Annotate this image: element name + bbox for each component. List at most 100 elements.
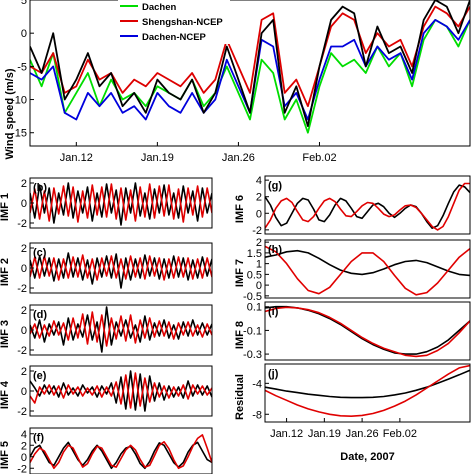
x-tick-label: Feb.02 [383, 428, 417, 440]
y-axis-label: IMF 7 [234, 259, 246, 287]
y-axis-label: Residual [234, 374, 246, 420]
y-tick-label: -0.5 [243, 291, 262, 303]
panel-frame [264, 239, 471, 299]
y-tick-label: 2 [21, 366, 27, 378]
panel-top [29, 0, 471, 147]
panel-c [29, 242, 213, 294]
y-tick-label: -2 [17, 218, 27, 230]
x-axis-label: Date, 2007 [340, 451, 394, 463]
panel-frame [29, 427, 213, 474]
y-tick-label: -0.1 [243, 325, 262, 337]
legend-label: Dachen [142, 2, 177, 13]
series-g-0 [265, 184, 470, 229]
series-e-0 [30, 370, 212, 412]
series-c-0 [30, 252, 212, 289]
y-axis-label: IMF 6 [234, 195, 246, 223]
series-j-0 [265, 369, 470, 399]
y-tick-label: 1 [256, 259, 262, 271]
panel-d [29, 304, 213, 356]
y-tick-label: 0.5 [247, 269, 262, 281]
y-tick-label: -8 [252, 409, 262, 421]
y-tick-label: -2 [17, 463, 27, 474]
panel-label: (h) [268, 244, 282, 256]
y-tick-label: 4 [256, 175, 262, 187]
series-d-1 [30, 311, 212, 347]
x-tick-label: Jan.12 [60, 152, 93, 164]
y-tick-label: 2 [256, 192, 262, 204]
panel-frame [264, 175, 471, 235]
y-tick-label: 0 [21, 325, 27, 337]
panel-j [264, 363, 471, 423]
panel-e [29, 365, 213, 417]
y-axis-label: IMF 8 [234, 321, 246, 349]
y-tick-label: 0 [21, 28, 27, 40]
panel-label: (i) [268, 306, 279, 318]
series-dachen [30, 18, 470, 134]
y-tick-label: 2 [21, 305, 27, 317]
panel-frame [264, 363, 471, 423]
y-tick-label: 0 [21, 452, 27, 464]
x-tick-label: Jan.26 [346, 428, 379, 440]
y-tick-label: -15 [11, 128, 27, 140]
series-f-0 [30, 441, 212, 470]
y-tick-label: 2 [21, 440, 27, 452]
y-tick-label: -2 [17, 345, 27, 357]
series-f-1 [30, 434, 212, 470]
y-tick-label: 0 [21, 263, 27, 275]
x-tick-label: Jan.12 [270, 428, 303, 440]
y-tick-label: -2 [17, 283, 27, 295]
y-tick-label: 2 [21, 178, 27, 190]
y-tick-label: -0.3 [243, 349, 262, 361]
y-tick-label: -2 [17, 406, 27, 418]
series-dachen-ncep [30, 18, 470, 121]
y-tick-label: 4 [21, 429, 27, 441]
x-tick-label: Jan.19 [141, 152, 174, 164]
panel-g [264, 175, 471, 235]
series-shengshan-ncep [30, 5, 470, 108]
panel-label: (f) [33, 432, 44, 444]
y-tick-label: 1.5 [247, 248, 262, 260]
y-tick-label: 2 [21, 243, 27, 255]
series-c-1 [30, 254, 212, 281]
y-axis-label: Wind speed (m/s) [4, 68, 16, 159]
series-j-1 [265, 364, 470, 418]
series-e-1 [30, 372, 212, 409]
y-tick-label: 2 [256, 237, 262, 249]
y-tick-label: -5 [17, 61, 27, 73]
y-axis-label: IMF 5 [0, 441, 11, 469]
series-i-0 [265, 305, 470, 355]
y-tick-label: 0 [21, 386, 27, 398]
panel-label: (c) [33, 247, 47, 259]
panel-b [29, 177, 213, 229]
y-tick-label: 0 [21, 198, 27, 210]
series-h-1 [265, 245, 470, 296]
y-tick-label: -4 [252, 378, 262, 390]
series-b-1 [30, 183, 212, 223]
panel-frame [29, 0, 471, 147]
y-tick-label: 0.1 [247, 302, 262, 314]
panel-i [264, 301, 471, 361]
x-tick-label: Jan.26 [222, 152, 255, 164]
y-tick-label: 0 [256, 208, 262, 220]
y-axis-label: IMF 2 [0, 258, 11, 286]
panel-label: (g) [268, 180, 282, 192]
legend-label: Shengshan-NCEP [142, 17, 223, 28]
x-tick-label: Jan.19 [308, 428, 341, 440]
y-tick-label: -10 [11, 95, 27, 107]
legend-label: Dachen-NCEP [142, 32, 207, 43]
series-i-1 [265, 306, 470, 358]
panel-label: (d) [33, 309, 47, 321]
series-top-3 [30, 0, 470, 127]
y-tick-label: -2 [252, 225, 262, 237]
x-tick-label: Feb.02 [302, 152, 336, 164]
y-axis-label: IMF 4 [0, 380, 11, 409]
y-axis-label: IMF 1 [0, 193, 11, 221]
panel-h [264, 239, 471, 299]
panel-label: (j) [268, 368, 279, 380]
panel-label: (b) [33, 182, 47, 194]
y-tick-label: 0 [256, 280, 262, 292]
y-axis-label: IMF 3 [0, 320, 11, 348]
panel-f [29, 427, 213, 474]
panel-frame [264, 301, 471, 361]
